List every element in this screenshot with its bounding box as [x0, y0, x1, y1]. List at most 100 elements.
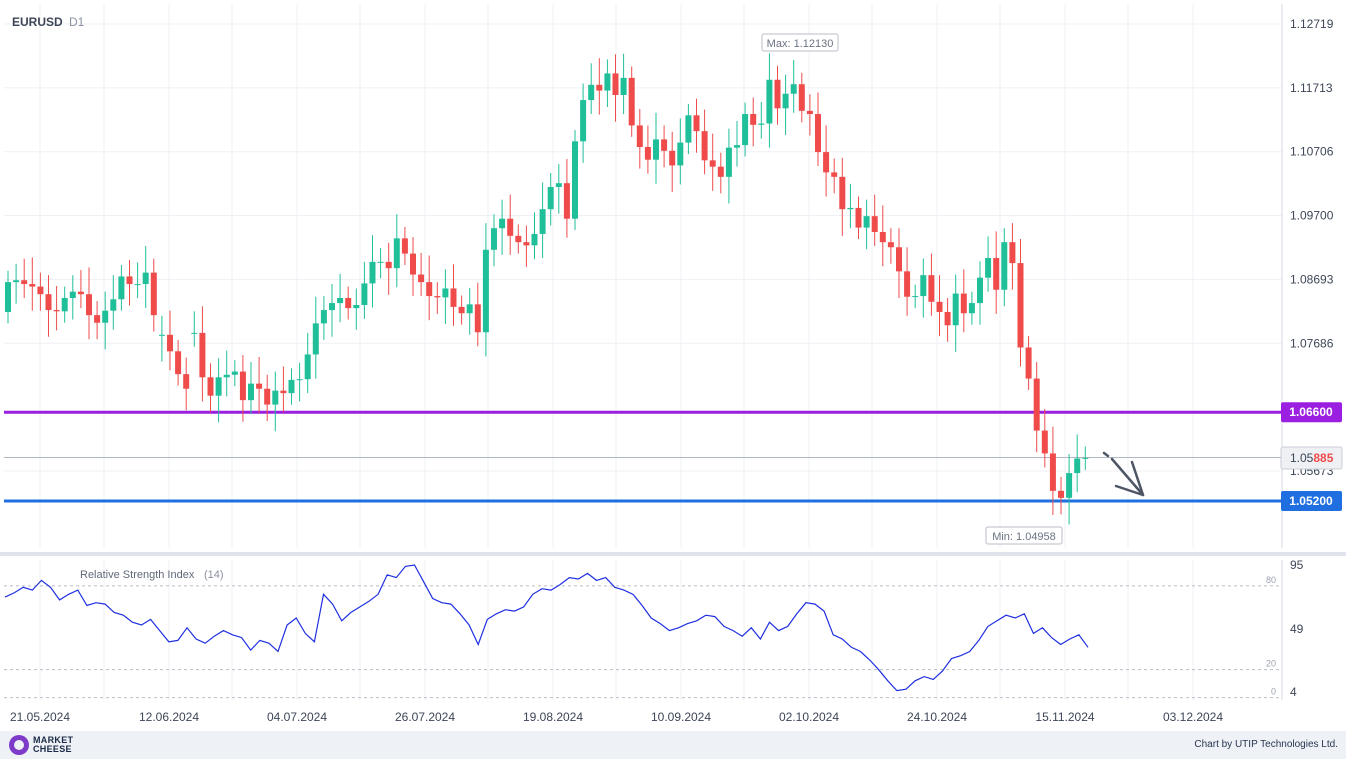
- price-tick-label: 1.10706: [1290, 145, 1334, 159]
- level-tags: 1.06600 1.05200: [1281, 402, 1342, 512]
- candle-body: [896, 247, 902, 272]
- candle-body: [304, 354, 311, 380]
- candle-body: [69, 291, 76, 298]
- candle-body: [491, 228, 497, 250]
- rsi-tick-label: 4: [1290, 685, 1297, 699]
- date-tick-label: 15.11.2024: [1035, 710, 1094, 724]
- candle-body: [312, 323, 319, 355]
- candle-body: [191, 332, 198, 334]
- candle-body: [248, 383, 254, 401]
- candle-body: [369, 261, 376, 284]
- candle-body: [580, 100, 587, 142]
- candle-body: [231, 371, 238, 375]
- candle-body: [831, 172, 838, 177]
- candle-body: [183, 374, 190, 389]
- arrow-head: [1114, 460, 1145, 497]
- candle-body: [239, 371, 246, 401]
- rsi-grid: [4, 560, 1282, 700]
- candle-body: [596, 84, 603, 91]
- candle-body: [1009, 242, 1016, 264]
- candle-body: [1001, 242, 1008, 290]
- candle-body: [547, 186, 554, 210]
- candle-body: [993, 258, 1000, 290]
- candle-body: [936, 301, 943, 312]
- candle-body: [871, 216, 878, 233]
- current-price-tag: 1.05885: [1280, 446, 1343, 470]
- candle-body: [977, 277, 983, 304]
- candle-body: [499, 218, 506, 229]
- candle-body: [434, 296, 441, 298]
- candle-body: [86, 294, 92, 316]
- level-tag-text: 1.05200: [1289, 494, 1333, 508]
- candle-body: [944, 311, 951, 326]
- current-price-text: 1.05885: [1290, 451, 1334, 465]
- candle-body: [21, 280, 28, 285]
- symbol-label: EURUSD: [12, 15, 63, 29]
- candle-body: [701, 131, 708, 161]
- logo: MARKET CHEESE: [9, 735, 73, 755]
- candle-body: [474, 304, 481, 333]
- candle-body: [94, 315, 101, 323]
- rsi-axis: 95 49 4 80 20 0: [1266, 558, 1304, 700]
- candle-body: [361, 283, 368, 305]
- candle-body: [677, 142, 684, 166]
- candle-body: [661, 139, 668, 151]
- main-grid: [4, 4, 1282, 548]
- candle-body: [798, 84, 805, 111]
- candle-body: [604, 73, 611, 91]
- candle-body: [928, 275, 935, 302]
- chart-credit: Chart by UTIP Technologies Ltd.: [1194, 739, 1338, 750]
- candle-body: [636, 125, 643, 148]
- down-arrow: [1102, 451, 1145, 497]
- candles[interactable]: [5, 53, 1089, 525]
- date-tick-label: 21.05.2024: [10, 710, 70, 724]
- date-tick-label: 19.08.2024: [523, 710, 583, 724]
- candle-body: [847, 207, 854, 210]
- candle-body: [256, 383, 263, 389]
- candle-body: [167, 334, 173, 352]
- candle-body: [353, 304, 360, 309]
- support-resistance-levels[interactable]: [4, 410, 1282, 503]
- candle-body: [1017, 263, 1024, 348]
- candle-body: [207, 377, 214, 396]
- rsi-title: Relative Strength Index: [80, 569, 195, 581]
- candle-body: [572, 141, 578, 219]
- level-tag-bg: [1281, 491, 1342, 512]
- candle-body: [272, 390, 279, 405]
- price-tick-label: 1.08693: [1290, 272, 1334, 286]
- candle-body: [806, 110, 813, 115]
- candle-body: [118, 276, 125, 300]
- candle-body: [904, 271, 911, 297]
- candle-body: [134, 284, 141, 286]
- candle-body: [985, 258, 992, 278]
- candle-body: [442, 288, 449, 298]
- candle-body: [912, 296, 919, 298]
- date-tick-label: 02.10.2024: [779, 710, 839, 724]
- candle-body: [199, 332, 206, 378]
- min-label-text: Min: 1.04958: [992, 531, 1056, 543]
- rsi-line: [4, 564, 1089, 692]
- date-axis: 21.05.2024 12.06.2024 04.07.2024 26.07.2024…: [10, 710, 1223, 724]
- candle-body: [653, 139, 659, 160]
- date-tick-label: 04.07.2024: [267, 710, 327, 724]
- arrow-dash-1: [1102, 451, 1110, 458]
- candle-body: [385, 261, 392, 269]
- candle-body: [823, 152, 830, 173]
- footer: [0, 731, 1346, 759]
- rsi-level-label: 20: [1266, 659, 1276, 669]
- candle-body: [458, 306, 465, 314]
- candle-body: [531, 233, 538, 246]
- rsi-level-label: 80: [1266, 575, 1276, 585]
- candle-body: [37, 286, 44, 295]
- candle-body: [426, 282, 433, 297]
- candle-body: [523, 242, 530, 246]
- level-tag-bg: [1281, 402, 1342, 423]
- candle-body: [1074, 458, 1081, 474]
- candle-body: [782, 93, 789, 109]
- candle-body: [13, 280, 20, 283]
- timeframe-label: D1: [69, 15, 85, 29]
- date-tick-label: 24.10.2024: [907, 710, 967, 724]
- rsi-tick-label: 95: [1290, 558, 1304, 572]
- candle-body: [126, 276, 133, 285]
